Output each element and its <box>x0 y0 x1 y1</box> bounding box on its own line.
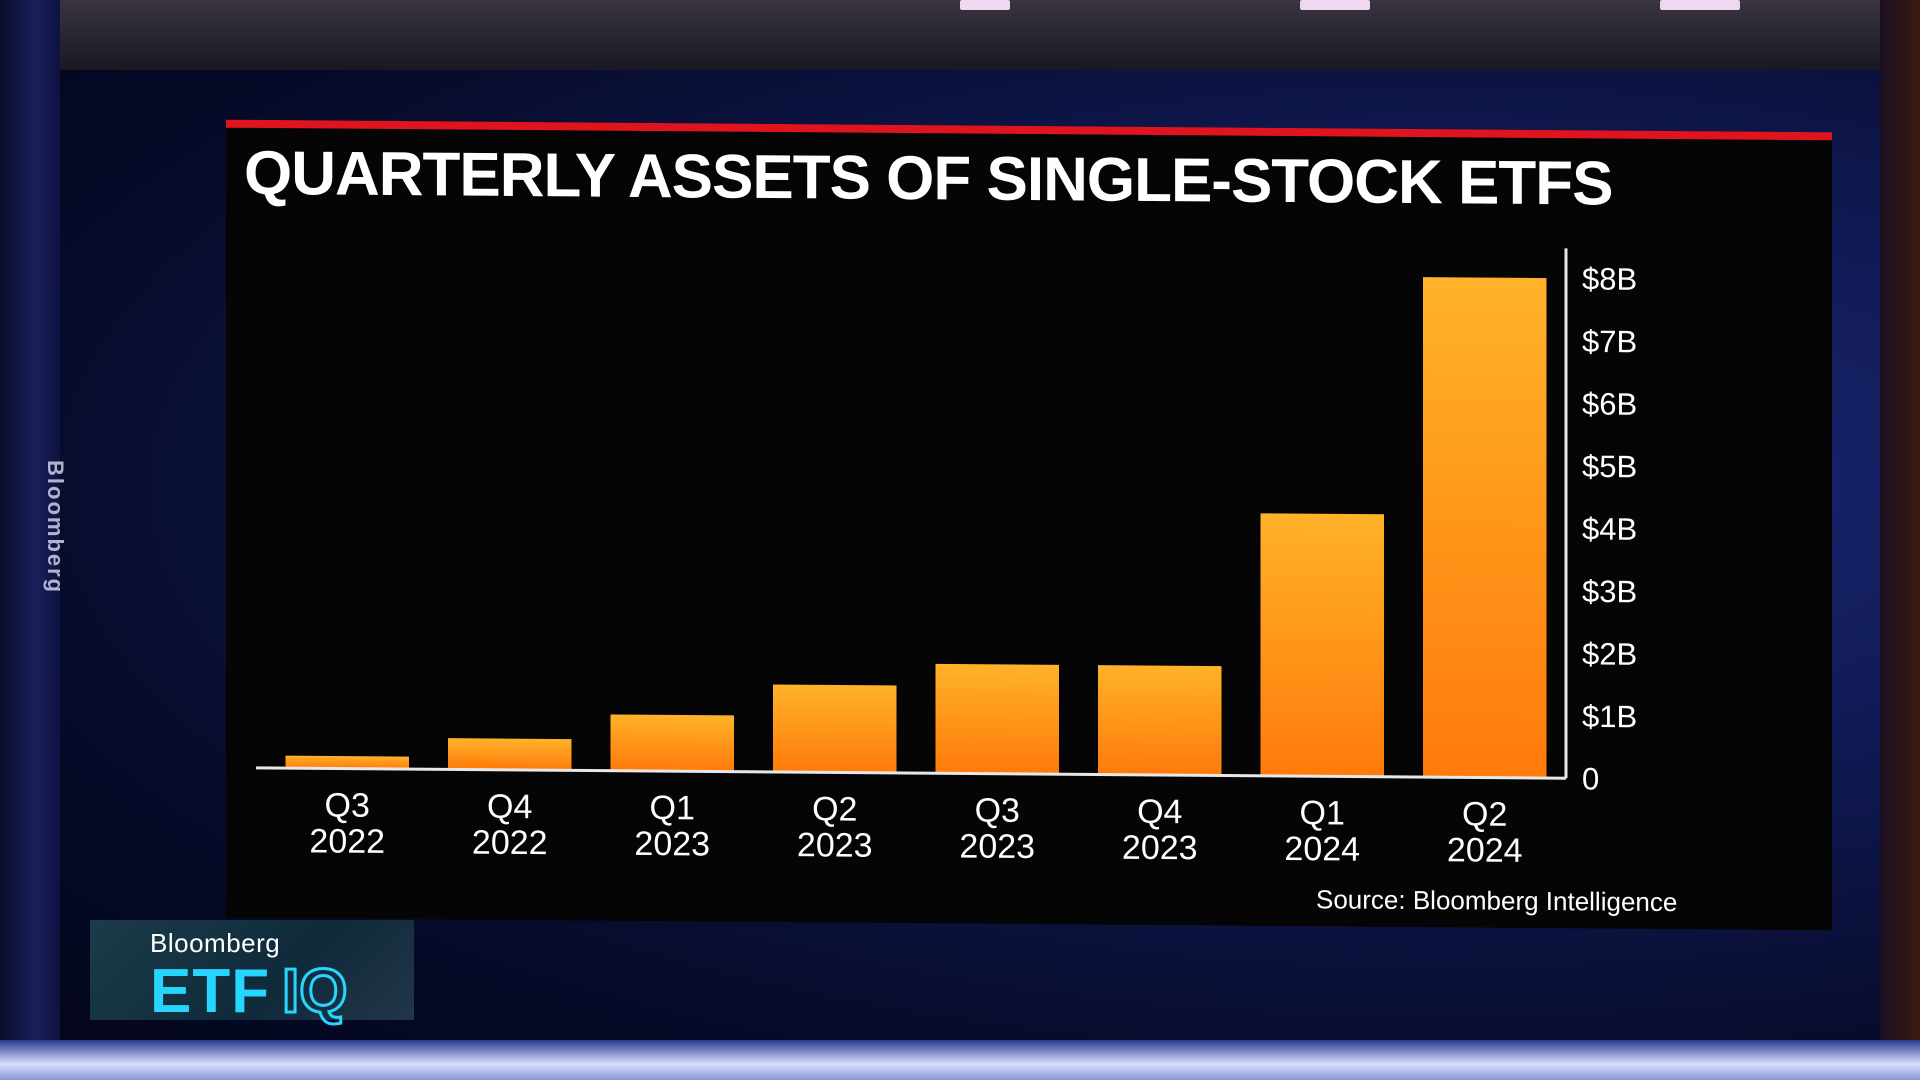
ceiling-light <box>1660 0 1740 10</box>
bar-q3-2023 <box>935 663 1059 775</box>
x-tick-label: Q4 2022 <box>472 788 548 863</box>
bar-q4-2023 <box>1098 665 1222 776</box>
y-tick-label: $8B <box>1582 261 1637 296</box>
studio-left-wall <box>0 0 60 1080</box>
bar-q1-2024 <box>1260 513 1384 777</box>
x-tick-label: Q2 2024 <box>1447 795 1523 869</box>
studio-ceiling <box>0 0 1920 70</box>
show-logo: Bloomberg ETF IQ <box>90 920 414 1028</box>
x-tick-label: Q1 2024 <box>1284 794 1360 869</box>
chart-source: Source: Bloomberg Intelligence <box>1316 884 1678 918</box>
x-tick-label: Q3 2022 <box>309 786 385 861</box>
network-logo-text: Bloomberg <box>150 928 281 958</box>
y-tick-label: $5B <box>1582 449 1637 484</box>
y-tick-label: $1B <box>1582 699 1637 734</box>
bar-chart: Q3 2022 Q4 2022 Q1 2023 Q2 2023 Q3 2023 Q4 2023 Q1 20… <box>256 248 1637 869</box>
bar-q2-2023 <box>773 684 897 773</box>
show-name-etf: ETF <box>150 957 271 1026</box>
show-name-iq: IQ <box>280 956 348 1028</box>
x-tick-label: Q4 2023 <box>1122 793 1198 868</box>
y-tick-label: 0 <box>1582 761 1599 796</box>
y-tick-label: $2B <box>1582 636 1637 671</box>
bar-q3-2022 <box>285 755 409 770</box>
x-axis-line <box>256 766 1566 780</box>
chart-title: QUARTERLY ASSETS OF SINGLE-STOCK ETFS <box>244 138 1613 219</box>
bar-q2-2024 <box>1423 277 1547 779</box>
studio-floor <box>0 1040 1920 1080</box>
y-tick-label: $7B <box>1582 324 1637 359</box>
bar-q1-2023 <box>610 714 734 772</box>
vertical-brand-text: Bloomberg <box>43 460 68 595</box>
x-tick-label: Q1 2023 <box>634 789 710 864</box>
y-tick-label: $3B <box>1582 574 1637 609</box>
x-tick-label: Q3 2023 <box>959 791 1035 866</box>
studio-right-wall <box>1880 0 1920 1080</box>
y-tick-label: $6B <box>1582 386 1637 421</box>
x-tick-label: Q2 2023 <box>797 790 873 865</box>
chart-screen: QUARTERLY ASSETS OF SINGLE-STOCK ETFS Q3… <box>226 119 1832 931</box>
y-tick-label: $4B <box>1582 511 1637 546</box>
ceiling-light <box>1300 0 1370 10</box>
ceiling-light <box>960 0 1010 10</box>
bar-q4-2022 <box>448 738 572 771</box>
